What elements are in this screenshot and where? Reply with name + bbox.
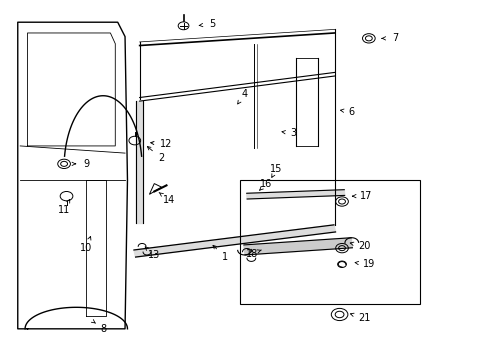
Bar (239, 180, 419, 304)
Text: 9: 9 (83, 159, 89, 169)
Text: 10: 10 (80, 243, 92, 253)
Text: 5: 5 (209, 19, 216, 29)
Polygon shape (134, 225, 335, 257)
Text: 7: 7 (392, 33, 398, 43)
Text: 21: 21 (357, 313, 369, 323)
Text: 17: 17 (360, 191, 372, 201)
Text: 3: 3 (289, 129, 296, 138)
Text: 15: 15 (269, 164, 282, 174)
Text: 19: 19 (362, 259, 374, 269)
Text: 2: 2 (158, 153, 164, 163)
Text: 20: 20 (357, 241, 369, 251)
Text: 13: 13 (148, 250, 160, 260)
Text: 8: 8 (100, 324, 106, 334)
Text: 16: 16 (260, 179, 272, 189)
Polygon shape (246, 190, 344, 199)
Polygon shape (136, 101, 143, 223)
Text: 6: 6 (348, 107, 354, 117)
Text: 14: 14 (163, 195, 175, 205)
Text: 18: 18 (245, 248, 257, 258)
Text: 11: 11 (58, 206, 70, 216)
Polygon shape (244, 238, 352, 255)
Text: 4: 4 (241, 89, 247, 99)
Text: 1: 1 (222, 252, 227, 262)
Text: 12: 12 (160, 139, 172, 149)
